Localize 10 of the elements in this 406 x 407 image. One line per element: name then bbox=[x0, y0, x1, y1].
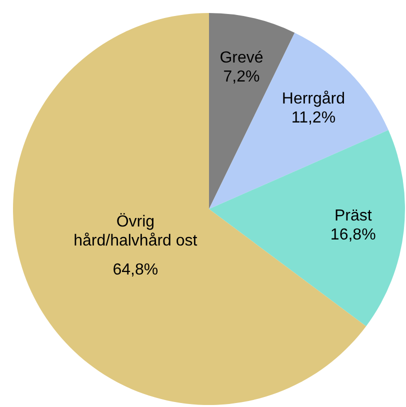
slice-label: Övrig hård/halvhård ost bbox=[74, 212, 198, 250]
pie-slice bbox=[209, 130, 405, 326]
data-label: 16,8% bbox=[330, 226, 376, 244]
data-label: 7,2% bbox=[223, 68, 260, 86]
slice-label: Präst bbox=[334, 207, 372, 224]
slice-label: Herrgård bbox=[282, 90, 346, 108]
slice-label: Grevé bbox=[220, 50, 264, 67]
data-label: 64,8% bbox=[112, 261, 158, 278]
data-label: 11,2% bbox=[291, 109, 336, 126]
pie-slice bbox=[209, 32, 388, 209]
